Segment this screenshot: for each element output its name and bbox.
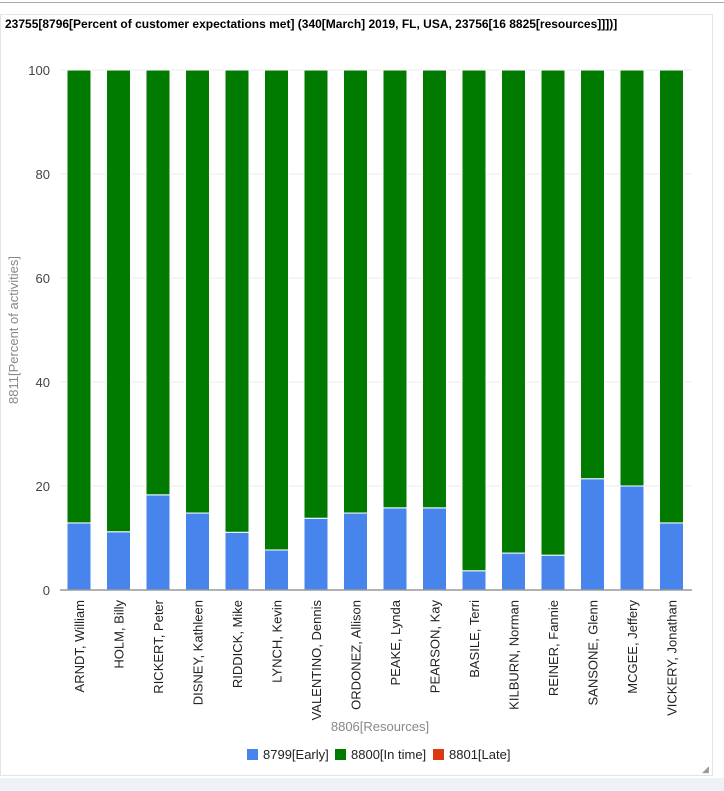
x-tick-label: PEARSON, Kay [428,600,443,694]
x-tick-label: ORDONEZ, Allison [349,600,364,710]
bar-8799-early- [619,485,645,591]
bar-8799-early- [66,522,92,591]
window-top-border [0,2,724,3]
resize-handle-icon[interactable]: ◢ [702,764,709,774]
bar-8799-early- [224,531,250,591]
bar-8800-in-time- [264,69,289,551]
legend-swatch [433,749,444,760]
bar-8799-early- [540,554,566,591]
y-tick-label: 80 [36,167,50,182]
bar-8800-in-time- [343,69,368,514]
bar-8800-in-time- [303,69,329,519]
bar-8800-in-time- [501,69,526,554]
x-tick-label: MCGEE, Jeffery [625,600,640,694]
bar-8799-early- [303,517,329,591]
bar-8800-in-time- [580,69,605,480]
bar-8799-early- [382,507,408,591]
x-tick-label: LYNCH, Kevin [270,600,285,683]
bar-8800-in-time- [540,69,566,556]
bar-8800-in-time- [66,69,92,524]
x-tick-label: REINER, Fannie [546,600,561,696]
bar-8799-early- [343,512,368,591]
x-tick-label: BASILE, Terri [467,600,482,678]
x-tick-label: RICKERT, Peter [151,599,166,693]
legend-swatch [335,749,346,760]
y-tick-label: 20 [36,479,50,494]
bar-8800-in-time- [185,69,210,514]
y-tick-label: 100 [28,63,50,78]
bar-8799-early- [659,522,684,591]
y-axis-label: 8811[Percent of activities] [6,256,21,404]
bar-8800-in-time- [659,69,684,524]
x-tick-label: ARNDT, William [72,600,87,692]
y-tick-label: 40 [36,375,50,390]
bar-8800-in-time- [382,69,408,509]
x-tick-label: VICKERY, Jonathan [665,600,680,716]
x-tick-label: VALENTINO, Dennis [309,600,324,721]
bar-8800-in-time- [619,69,645,487]
bar-8800-in-time- [106,69,131,533]
bar-8799-early- [185,512,210,591]
bar-8799-early- [501,552,526,591]
bar-8799-early- [461,570,487,591]
legend-label: 8801[Late] [449,747,510,762]
y-tick-label: 0 [43,583,50,598]
x-axis-label: 8806[Resources] [331,719,429,734]
chart-title: 23755[8796[Percent of customer expectati… [5,17,618,31]
legend-label: 8800[In time] [351,747,426,762]
bar-8799-early- [145,494,171,591]
x-tick-label: HOLM, Billy [112,600,127,669]
x-tick-label: KILBURN, Norman [507,600,522,710]
y-tick-label: 60 [36,271,50,286]
bar-8799-early- [580,478,605,591]
x-tick-label: SANSONE, Glenn [586,600,601,706]
legend-swatch [247,749,258,760]
x-tick-label: RIDDICK, Mike [230,600,245,688]
bar-8800-in-time- [461,69,487,572]
bar-8799-early- [422,507,447,591]
bar-8799-early- [106,531,131,591]
x-tick-label: PEAKE, Lynda [388,599,403,685]
bottom-bar [0,778,724,791]
legend-label: 8799[Early] [263,747,329,762]
x-tick-label: DISNEY, Kathleen [191,600,206,705]
bar-8799-early- [264,549,289,591]
bar-8800-in-time- [145,69,171,496]
bar-8800-in-time- [224,69,250,533]
bar-8800-in-time- [422,69,447,509]
